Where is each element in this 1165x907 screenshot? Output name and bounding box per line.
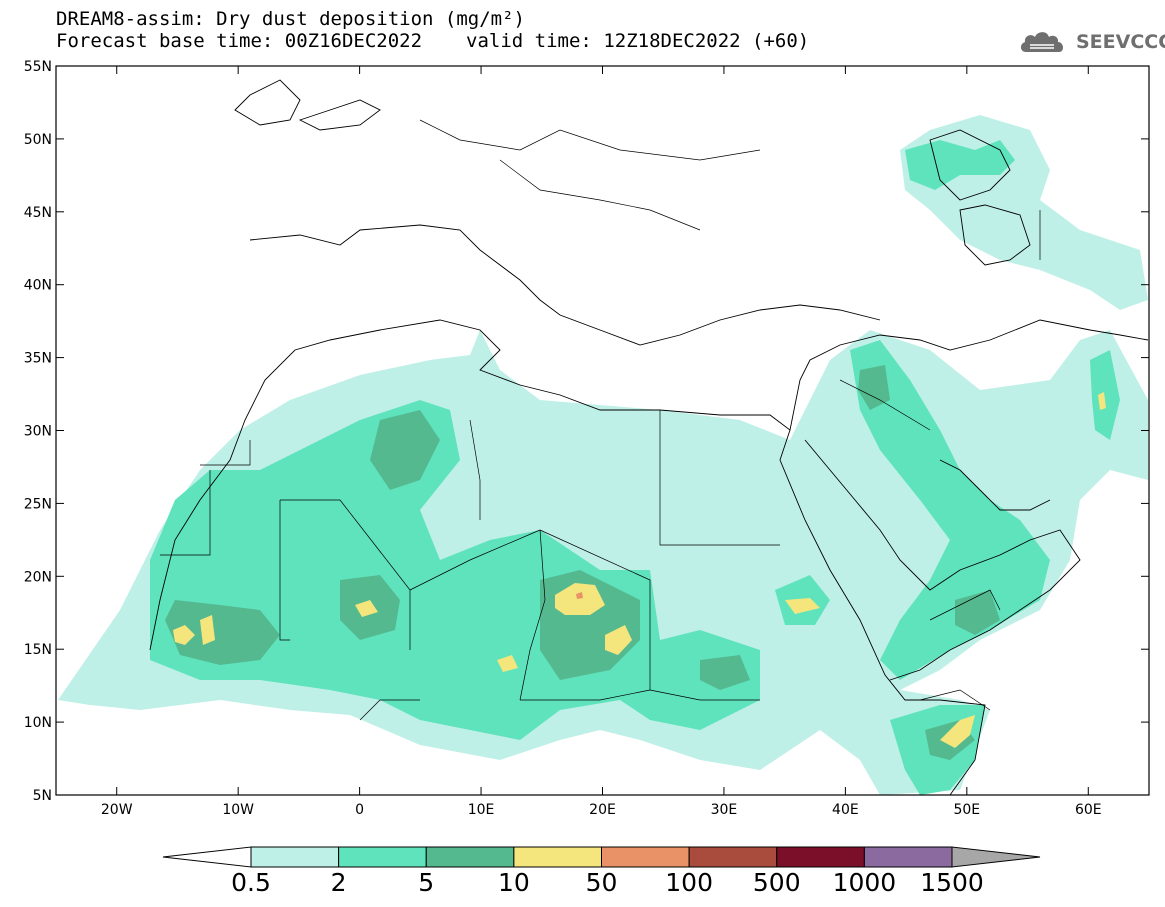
seevccc-logo: SEEVCCC — [1018, 28, 1165, 56]
lat-ticks: 55N 50N 45N 40N 35N 30N 25N 20N 15N 10N 5N — [24, 59, 1149, 804]
map-title: DREAM8-assim: Dry dust deposition (mg/m²… — [56, 8, 525, 30]
lat-tick-label: 10N — [24, 715, 52, 731]
lon-tick-label: 20W — [101, 802, 133, 818]
map-header: DREAM8-assim: Dry dust deposition (mg/m²… — [56, 8, 809, 52]
lon-tick-label: 10W — [222, 802, 254, 818]
lon-tick-label: 10E — [468, 802, 495, 818]
dust-band-yellow-4 — [555, 583, 605, 615]
lon-tick-label: 60E — [1075, 802, 1102, 818]
dust-band-yellow-1 — [173, 625, 195, 645]
lat-tick-label: 20N — [24, 569, 52, 585]
colorbar-segment — [863, 846, 953, 868]
dust-field — [58, 115, 1148, 795]
dust-band-dark-arabia — [858, 365, 890, 410]
colorbar-segment — [338, 846, 427, 868]
colorbar-over-triangle — [951, 846, 1041, 868]
lon-ticks: 20W 10W 0 10E 20E 30E 40E 50E 60E — [101, 66, 1102, 818]
dust-band-yellow-8 — [940, 715, 975, 748]
colorbar-under-triangle — [162, 846, 252, 868]
colorbar-segment — [688, 846, 778, 868]
lat-tick-label: 50N — [24, 132, 52, 148]
dust-band-medium-arabia — [850, 340, 1050, 680]
colorbar — [162, 846, 1041, 868]
country-borders — [160, 119, 1041, 721]
lat-tick-label: 40N — [24, 278, 52, 294]
dust-band-orange — [576, 592, 583, 599]
colorbar-segment — [250, 846, 340, 868]
valid-time: valid time: 12Z18DEC2022 (+60) — [466, 30, 810, 52]
dust-band-yellow-5 — [605, 625, 632, 655]
logo-text: SEEVCCC — [1076, 31, 1165, 53]
dust-band-dark-sudan — [700, 655, 750, 690]
lat-tick-label: 55N — [24, 59, 52, 75]
dust-band-dark-algeria — [370, 410, 440, 490]
lon-tick-label: 20E — [589, 802, 616, 818]
coastlines — [149, 79, 1149, 795]
colorbar-segment — [776, 846, 865, 868]
colorbar-segment — [425, 846, 515, 868]
cloud-icon — [1020, 32, 1064, 52]
colorbar-segment — [513, 846, 602, 868]
dust-band-yellow-3 — [355, 600, 378, 617]
lat-tick-label: 25N — [24, 496, 52, 512]
lon-tick-label: 0 — [355, 802, 364, 818]
lat-tick-label: 30N — [24, 424, 52, 440]
dust-band-yellow-7 — [785, 598, 820, 614]
base-time: Forecast base time: 00Z16DEC2022 — [56, 30, 423, 52]
dust-band-yellow-2 — [200, 615, 215, 645]
lon-tick-label: 40E — [832, 802, 859, 818]
colorbar-segment — [601, 846, 690, 868]
lat-tick-label: 5N — [33, 788, 52, 804]
lat-tick-label: 35N — [24, 351, 52, 367]
dust-band-medium-caspian — [905, 140, 1015, 190]
dust-band-dark-oman — [955, 590, 1000, 635]
dust-band-dark — [165, 600, 280, 665]
lon-tick-label: 50E — [953, 802, 980, 818]
lat-tick-label: 45N — [24, 205, 52, 221]
lat-tick-label: 15N — [24, 642, 52, 658]
dust-band-yellow-9 — [1098, 392, 1106, 410]
time-line: Forecast base time: 00Z16DEC2022 valid t… — [56, 30, 809, 52]
lon-tick-label: 30E — [711, 802, 738, 818]
dust-band-medium-gulf — [1090, 350, 1120, 440]
dust-band-yellow-6 — [497, 655, 518, 672]
